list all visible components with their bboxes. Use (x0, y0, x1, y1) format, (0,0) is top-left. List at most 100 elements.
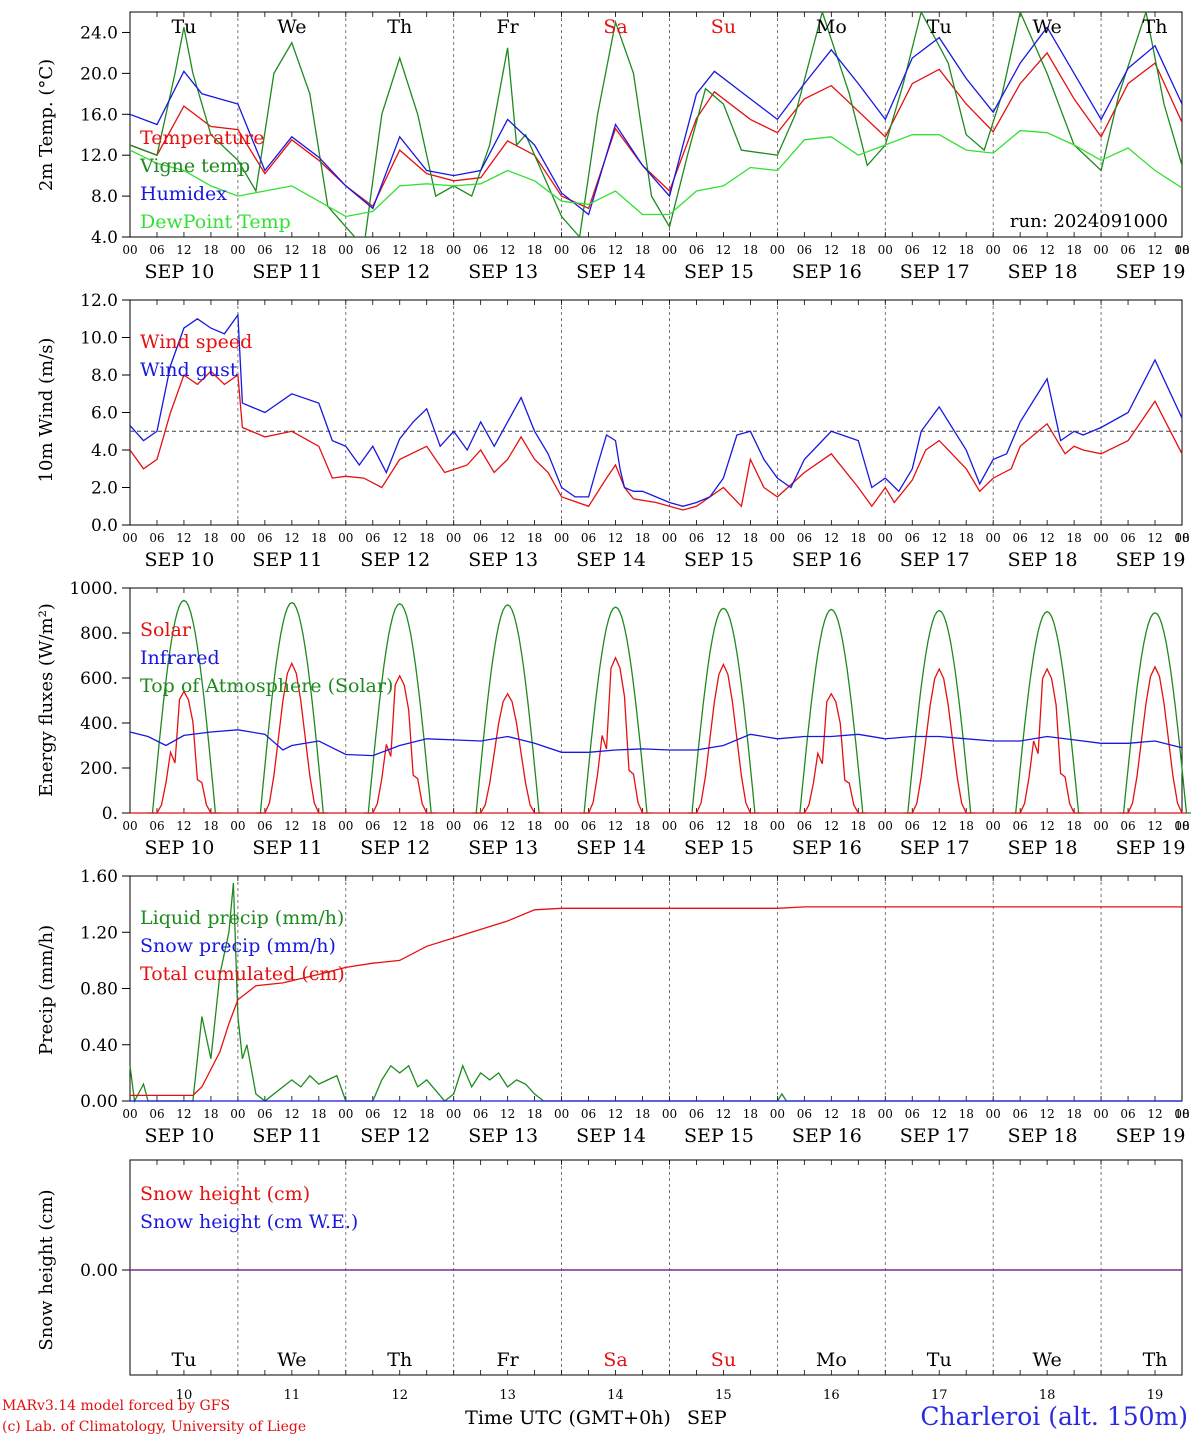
y-axis-label: Snow height (cm) (36, 1189, 57, 1350)
hour-tick-label: 00 (446, 819, 461, 833)
date-label: SEP 12 (360, 549, 430, 571)
hour-tick-label: 00 (878, 531, 893, 545)
hour-tick-label: 12 (608, 1107, 623, 1121)
day-number-label: 11 (284, 1388, 301, 1403)
hour-tick-label: 06 (1013, 819, 1028, 833)
weekday-label: Tu (927, 1349, 952, 1371)
hour-tick-label: 18 (527, 819, 542, 833)
hour-tick-label: 12 (392, 243, 407, 257)
solar-day (799, 692, 863, 814)
day-number-label: 19 (1147, 1388, 1164, 1403)
hour-tick-label: 00 (878, 1107, 893, 1121)
hour-tick-label: 18 (203, 531, 218, 545)
hour-tick-label: 18 (1174, 243, 1189, 257)
station-title: Charleroi (alt. 150m) (920, 1402, 1188, 1431)
hour-tick-label: 06 (365, 819, 380, 833)
hour-tick-label: 18 (1174, 819, 1189, 833)
hour-tick-label: 12 (500, 1107, 515, 1121)
y-tick-label: 400. (80, 714, 118, 734)
hour-tick-label: 12 (824, 1107, 839, 1121)
hour-tick-label: 12 (284, 243, 299, 257)
hour-tick-label: 00 (770, 1107, 785, 1121)
weekday-label: Sa (603, 1349, 627, 1371)
day-number-label: 10 (176, 1388, 193, 1403)
hour-tick-label: 18 (203, 1107, 218, 1121)
hour-tick-label: 00 (662, 243, 677, 257)
hour-tick-label: 12 (824, 531, 839, 545)
hour-tick-label: 18 (1066, 819, 1081, 833)
hour-tick-label: 18 (311, 531, 326, 545)
hour-tick-label: 18 (527, 1107, 542, 1121)
date-label: SEP 18 (1008, 837, 1078, 859)
toa-solar-day (363, 603, 436, 814)
hour-tick-label: 18 (851, 531, 866, 545)
hour-tick-label: 06 (581, 819, 596, 833)
hour-tick-label: 18 (743, 1107, 758, 1121)
weekday-label: We (1033, 16, 1062, 38)
hour-tick-label: 18 (635, 1107, 650, 1121)
y-tick-label: 4.0 (91, 441, 118, 461)
date-label: SEP 16 (792, 261, 862, 283)
y-tick-label: 0.0 (91, 516, 118, 536)
solar-day (907, 667, 971, 814)
hour-tick-label: 00 (446, 1107, 461, 1121)
day-number-label: 12 (391, 1388, 408, 1403)
hour-tick-label: 18 (1066, 1107, 1081, 1121)
panel-5: 0.00 Snow height (cm) Snow height (cm) Snow… (36, 1159, 1183, 1429)
hour-tick-label: 12 (284, 531, 299, 545)
toa-solar-day (148, 599, 220, 814)
y-tick-label: 600. (80, 669, 118, 689)
weekday-label: Tu (927, 16, 952, 38)
hour-tick-label: 18 (1066, 531, 1081, 545)
hour-tick-label: 06 (149, 531, 164, 545)
legend-humidex: Humidex (140, 183, 227, 205)
y-tick-label: 20.0 (80, 64, 118, 84)
y-axis-label: Energy fluxes (W/m²) (36, 603, 57, 797)
series-wind-gust (129, 313, 1183, 507)
hour-tick-label: 18 (743, 819, 758, 833)
hour-tick-label: 00 (446, 243, 461, 257)
y-axis-label: Precip (mm/h) (36, 925, 57, 1055)
hour-tick-label: 18 (419, 819, 434, 833)
hour-tick-label: 06 (797, 243, 812, 257)
hour-tick-label: 06 (905, 1107, 920, 1121)
date-label: SEP 16 (792, 837, 862, 859)
y-axis-label: 10m Wind (m/s) (36, 338, 57, 483)
hour-tick-label: 06 (581, 243, 596, 257)
legend-solar: Solar (140, 619, 192, 641)
hour-tick-label: 12 (716, 819, 731, 833)
panel-frame (129, 1159, 1183, 1376)
hour-tick-label: 06 (473, 531, 488, 545)
hour-tick-label: 18 (311, 243, 326, 257)
hour-tick-label: 00 (122, 243, 137, 257)
hour-tick-label: 18 (1174, 531, 1189, 545)
hour-tick-label: 00 (1093, 243, 1108, 257)
hour-tick-label: 00 (770, 243, 785, 257)
hour-tick-label: 06 (797, 819, 812, 833)
date-label: SEP 19 (1116, 1125, 1186, 1147)
hour-tick-label: 18 (419, 1107, 434, 1121)
hour-tick-label: 00 (338, 531, 353, 545)
y-tick-label: 1000. (69, 579, 118, 599)
weekday-label: Th (1143, 1349, 1168, 1371)
hour-tick-label: 12 (500, 243, 515, 257)
solar-day (692, 662, 755, 814)
date-label: SEP 14 (576, 549, 646, 571)
hour-tick-label: 12 (284, 819, 299, 833)
date-label: SEP 19 (1116, 837, 1186, 859)
solar-day (1123, 665, 1187, 814)
weekday-label: Fr (497, 1349, 520, 1371)
date-label: SEP 15 (684, 837, 754, 859)
hour-tick-label: 12 (932, 1107, 947, 1121)
hour-tick-label: 18 (851, 819, 866, 833)
series-total-cumulated-cm (130, 906, 1182, 1097)
hour-tick-label: 06 (473, 1107, 488, 1121)
hour-tick-label: 06 (689, 243, 704, 257)
y-tick-label: 8.0 (91, 366, 118, 386)
date-label: SEP 18 (1008, 1125, 1078, 1147)
toa-solar-day (579, 606, 652, 814)
hour-tick-label: 12 (716, 531, 731, 545)
hour-tick-label: 06 (1120, 819, 1135, 833)
date-label: SEP 15 (684, 261, 754, 283)
